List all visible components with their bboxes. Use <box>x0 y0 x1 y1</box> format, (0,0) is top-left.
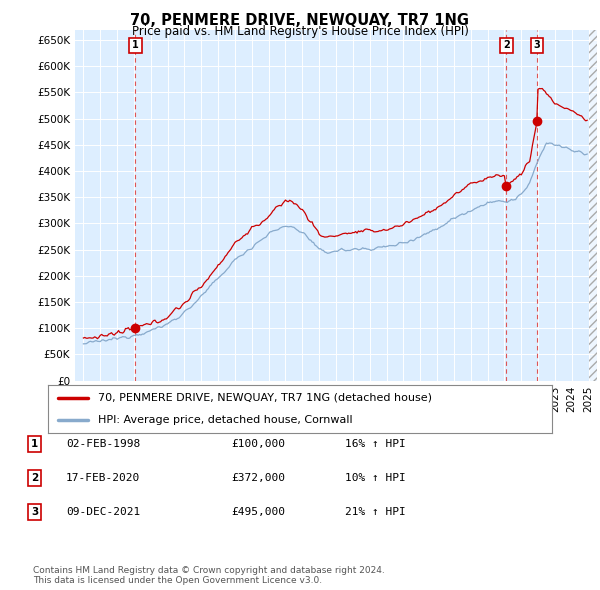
Text: 21% ↑ HPI: 21% ↑ HPI <box>345 507 406 517</box>
Text: 02-FEB-1998: 02-FEB-1998 <box>66 439 140 448</box>
Text: 1: 1 <box>132 40 139 50</box>
Text: £100,000: £100,000 <box>231 439 285 448</box>
Text: Price paid vs. HM Land Registry's House Price Index (HPI): Price paid vs. HM Land Registry's House … <box>131 25 469 38</box>
Text: 70, PENMERE DRIVE, NEWQUAY, TR7 1NG (detached house): 70, PENMERE DRIVE, NEWQUAY, TR7 1NG (det… <box>98 393 433 403</box>
Text: 3: 3 <box>31 507 38 517</box>
Text: HPI: Average price, detached house, Cornwall: HPI: Average price, detached house, Corn… <box>98 415 353 425</box>
Text: 10% ↑ HPI: 10% ↑ HPI <box>345 473 406 483</box>
Text: 16% ↑ HPI: 16% ↑ HPI <box>345 439 406 448</box>
Text: 70, PENMERE DRIVE, NEWQUAY, TR7 1NG: 70, PENMERE DRIVE, NEWQUAY, TR7 1NG <box>131 13 470 28</box>
Text: £495,000: £495,000 <box>231 507 285 517</box>
Text: £372,000: £372,000 <box>231 473 285 483</box>
Bar <box>589 30 597 381</box>
Text: 17-FEB-2020: 17-FEB-2020 <box>66 473 140 483</box>
Text: 2: 2 <box>31 473 38 483</box>
Text: 3: 3 <box>533 40 540 50</box>
Text: Contains HM Land Registry data © Crown copyright and database right 2024.
This d: Contains HM Land Registry data © Crown c… <box>33 566 385 585</box>
Text: 1: 1 <box>31 439 38 448</box>
Text: 2: 2 <box>503 40 510 50</box>
Text: 09-DEC-2021: 09-DEC-2021 <box>66 507 140 517</box>
